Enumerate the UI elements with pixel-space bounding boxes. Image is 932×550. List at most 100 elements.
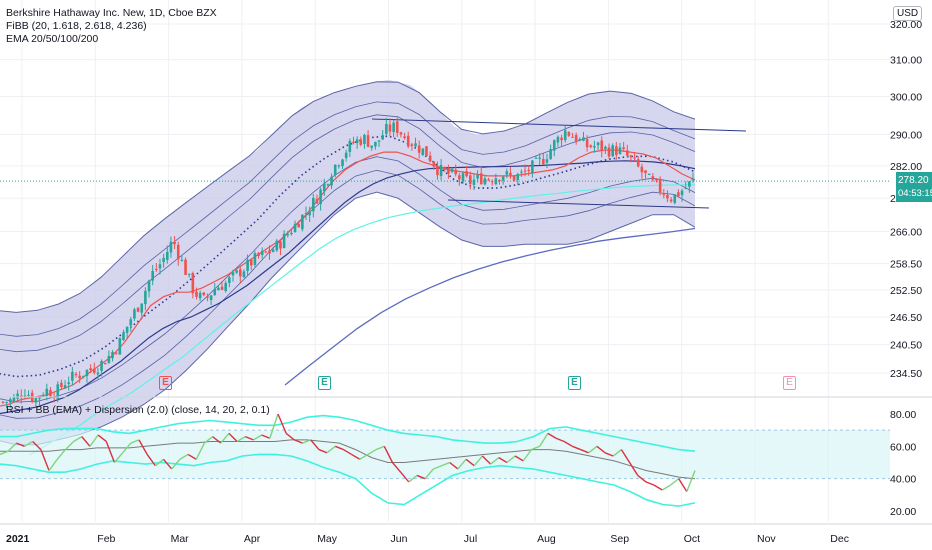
- candle: [41, 395, 45, 397]
- candle: [636, 159, 640, 167]
- rsi-segment: [171, 458, 181, 470]
- earnings-marker[interactable]: E: [318, 376, 331, 390]
- candle: [644, 170, 647, 174]
- rsi-segment: [572, 445, 581, 451]
- rsi-segment: [179, 453, 189, 460]
- time-tick-label: Jul: [464, 533, 477, 545]
- candle: [246, 259, 249, 271]
- rsi-segment: [351, 453, 361, 460]
- candle: [125, 326, 129, 333]
- candle: [432, 161, 436, 167]
- time-tick-label: Mar: [171, 533, 190, 545]
- rsi-indicator-label[interactable]: RSI + BB (EMA) + Dispersion (2.0) (close…: [6, 404, 270, 416]
- candle: [563, 130, 567, 141]
- rsi-segment: [555, 437, 565, 443]
- candle: [206, 296, 209, 298]
- rsi-segment: [563, 440, 573, 447]
- candle: [479, 173, 483, 185]
- rsi-segment: [343, 448, 352, 456]
- earnings-marker[interactable]: E: [783, 376, 796, 390]
- rsi-segment: [498, 457, 508, 464]
- rsi-segment: [89, 434, 99, 447]
- candle: [436, 166, 439, 176]
- trendlines: [0, 118, 890, 209]
- rsi-segment: [269, 413, 279, 439]
- ema-indicator-label[interactable]: EMA 20/50/100/200: [6, 33, 99, 45]
- price-tick-label: 310.00: [890, 55, 922, 67]
- rsi-segment: [154, 458, 164, 467]
- candle: [322, 183, 326, 192]
- candle: [202, 292, 206, 296]
- rsi-segment: [678, 478, 688, 492]
- rsi-segment: [604, 452, 614, 457]
- currency-badge[interactable]: USD: [893, 6, 923, 21]
- candle: [286, 234, 290, 236]
- candle: [198, 292, 202, 299]
- rsi-segment: [465, 458, 475, 467]
- candle: [78, 375, 81, 379]
- candle: [271, 249, 275, 252]
- ema50-line: [0, 160, 696, 415]
- band-line: [0, 101, 696, 337]
- candle: [301, 214, 304, 230]
- candle: [465, 171, 468, 177]
- rsi-segment: [612, 449, 622, 457]
- candle: [512, 175, 516, 181]
- candle: [505, 171, 509, 175]
- rsi-segment: [245, 435, 254, 441]
- candle: [249, 259, 253, 266]
- candle: [538, 157, 541, 159]
- candle: [691, 178, 695, 181]
- candle: [107, 356, 111, 363]
- candle: [662, 194, 666, 196]
- rsi-segment: [490, 457, 500, 465]
- candle: [140, 303, 144, 313]
- candle: [483, 178, 487, 185]
- earnings-marker[interactable]: E: [568, 376, 581, 390]
- candle: [63, 385, 67, 389]
- band-line: [0, 81, 696, 313]
- candle: [220, 286, 224, 290]
- rsi-segment: [220, 432, 230, 444]
- candle: [34, 398, 38, 403]
- candle: [651, 176, 655, 180]
- rsi-band-zone: [0, 430, 890, 479]
- rsi-segment: [203, 436, 214, 444]
- candle: [414, 143, 417, 147]
- candle: [257, 252, 260, 257]
- rsi-segment: [326, 445, 336, 454]
- earnings-marker[interactable]: E: [159, 376, 172, 390]
- candle: [326, 184, 330, 186]
- rsi-segment: [7, 442, 17, 452]
- rsi-segment: [334, 445, 344, 451]
- candle: [417, 145, 421, 153]
- fibb-indicator-label[interactable]: FiBB (20, 1.618, 2.618, 4.236): [6, 20, 147, 32]
- candle: [450, 168, 454, 172]
- rsi-segment: [481, 455, 492, 465]
- candle: [385, 123, 388, 134]
- candle: [85, 369, 89, 377]
- candle: [344, 152, 348, 159]
- candle: [195, 291, 198, 297]
- candle: [239, 269, 242, 277]
- price-tick-label: 252.50: [890, 285, 922, 297]
- rsi-segment: [302, 439, 311, 444]
- rsi-segment: [105, 441, 116, 463]
- candle: [253, 253, 257, 265]
- candle: [556, 136, 560, 143]
- candle: [421, 148, 425, 155]
- candle: [403, 136, 406, 139]
- time-tick-label: Oct: [684, 533, 700, 545]
- candle: [1, 401, 5, 403]
- rsi-segment: [277, 413, 287, 434]
- rsi-segment: [16, 442, 25, 447]
- candle: [458, 175, 461, 180]
- candles: [1, 117, 695, 409]
- candle: [228, 277, 231, 283]
- candle: [184, 259, 187, 275]
- time-tick-label: Jun: [391, 533, 408, 545]
- candle: [297, 223, 301, 228]
- candle: [144, 290, 147, 305]
- symbol-title[interactable]: Berkshire Hathaway Inc. New, 1D, Cboe BZ…: [6, 7, 217, 19]
